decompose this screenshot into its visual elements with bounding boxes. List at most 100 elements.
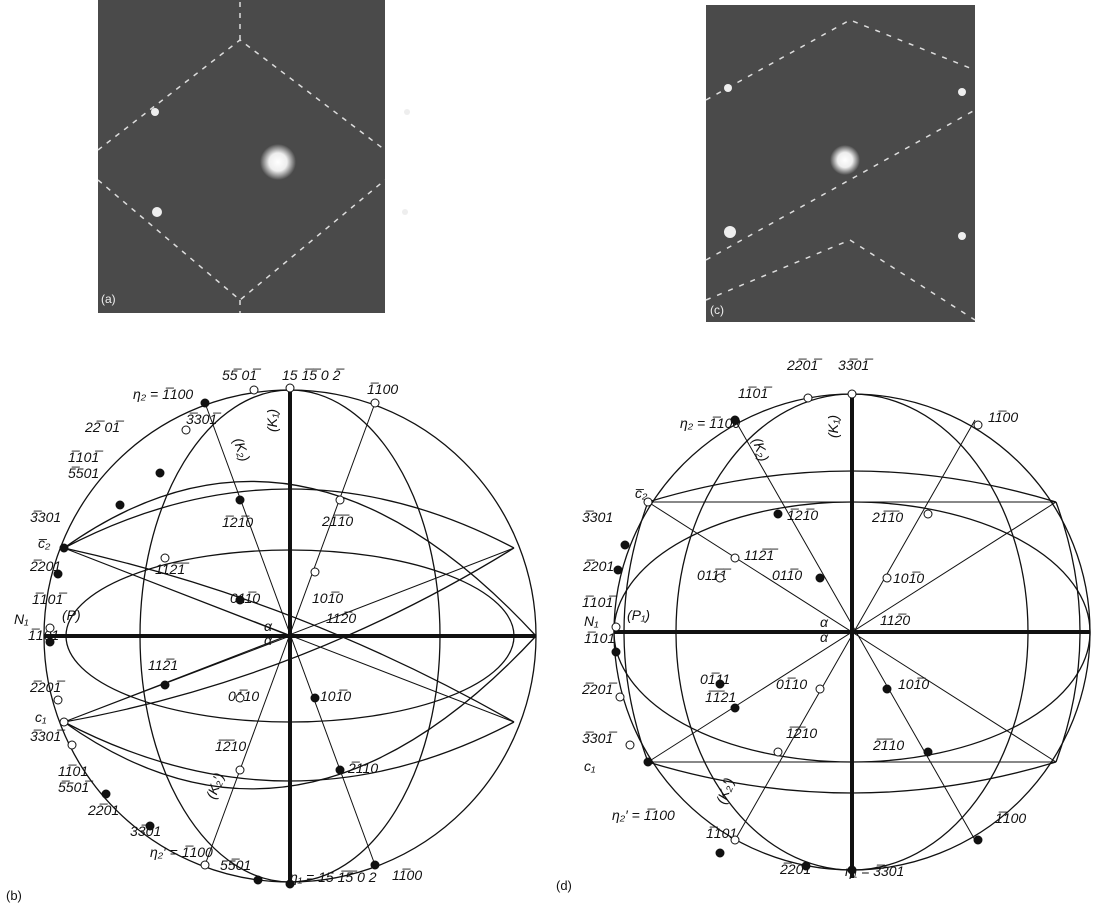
- pole: [336, 496, 344, 504]
- index-label: 2̅110: [347, 760, 378, 776]
- pole: [254, 876, 262, 884]
- pole: [60, 718, 68, 726]
- index-label: 112̅0: [326, 610, 356, 626]
- pole: [883, 685, 891, 693]
- index-label: 55̅ 01̅: [222, 367, 262, 383]
- pole: [236, 496, 244, 504]
- panel-label: (b): [6, 888, 22, 903]
- pole: [182, 426, 190, 434]
- index-label: 33̅01̅: [838, 357, 874, 373]
- index-label: 101̅0: [893, 570, 924, 586]
- pole: [716, 680, 724, 688]
- pole: [201, 399, 209, 407]
- index-label: 011̅0: [230, 590, 260, 606]
- pole: [644, 498, 652, 506]
- pole: [54, 570, 62, 578]
- index-label: 1̅100: [367, 381, 398, 397]
- index-label: 3̅301̅: [186, 411, 222, 427]
- index-label: c̅₂: [38, 535, 51, 551]
- index-label: 1̅2̅10: [786, 725, 817, 741]
- pole: [974, 421, 982, 429]
- index-label: α: [820, 614, 829, 630]
- pole: [731, 416, 739, 424]
- pole: [371, 399, 379, 407]
- index-label: c₁: [35, 709, 47, 725]
- index-label: 1̅100: [995, 810, 1026, 826]
- index-label: α: [820, 629, 829, 645]
- pole: [286, 880, 294, 888]
- index-label: η₂′ = 1̅100: [612, 807, 675, 823]
- index-label: 1̅101̅: [68, 449, 104, 465]
- index-label: 11̅00: [392, 867, 422, 883]
- index-label: 22̅01̅: [786, 357, 823, 373]
- index-label: 011̅1̅: [697, 567, 732, 583]
- photo-label: (c): [710, 303, 724, 317]
- index-label: 1̅21̅0: [222, 514, 253, 530]
- index-label: 22̅ 01̅: [84, 419, 125, 435]
- pole: [716, 849, 724, 857]
- pole: [156, 469, 164, 477]
- pole: [626, 741, 634, 749]
- index-label: 011̅0: [772, 567, 802, 583]
- pole: [974, 836, 982, 844]
- index-label: 11̅01: [58, 763, 88, 779]
- index-label: 3̅301̅: [582, 730, 618, 746]
- index-label: c₁: [584, 758, 596, 774]
- pole: [883, 574, 891, 582]
- photo-a: (a): [98, 0, 410, 313]
- index-label: 1̅101: [584, 630, 615, 646]
- pole: [236, 596, 244, 604]
- pole: [731, 704, 739, 712]
- pole: [236, 694, 244, 702]
- index-label: 11̅01̅: [738, 385, 773, 401]
- pole: [336, 766, 344, 774]
- index-label: 5̅501̅: [58, 779, 94, 795]
- pole: [716, 574, 724, 582]
- pole: [924, 748, 932, 756]
- index-label: 3̅301: [30, 509, 61, 525]
- pole: [804, 394, 812, 402]
- stereogram-b: (b) 55̅ 01̅ 15 1̅5̅ 0 2̅ 1̅100 η₂ = 1̅100 3̅…: [6, 367, 536, 903]
- index-label: (K₂′): [203, 771, 227, 802]
- index-label: 101̅0: [312, 590, 343, 606]
- index-label: 1̅21̅0: [787, 507, 818, 523]
- pole: [924, 510, 932, 518]
- pole: [774, 510, 782, 518]
- pole: [46, 624, 54, 632]
- photo-c: (c): [706, 5, 975, 322]
- index-label: 2̅201: [582, 558, 614, 574]
- pole: [816, 574, 824, 582]
- pole: [731, 836, 739, 844]
- pole: [816, 685, 824, 693]
- index-label: 3̅301: [582, 509, 613, 525]
- index-label: (K₂): [230, 436, 253, 464]
- index-label: 3̅301̅: [30, 728, 66, 744]
- pole: [46, 638, 54, 646]
- index-label: 21̅1̅0: [321, 513, 353, 529]
- index-label: 112̅1̅: [744, 547, 779, 563]
- pole: [731, 554, 739, 562]
- index-label: 112̅1: [148, 657, 178, 673]
- index-label: (P): [62, 607, 81, 623]
- index-label: 55̅01: [220, 857, 251, 873]
- index-label: 1̅101̅: [582, 594, 618, 610]
- index-label: (P₁): [627, 607, 650, 623]
- pole: [161, 554, 169, 562]
- pole: [236, 766, 244, 774]
- index-label: η₂ = 1̅100: [133, 386, 193, 402]
- index-label: 1̅101: [28, 627, 59, 643]
- pole: [311, 694, 319, 702]
- index-label: 1̅2̅10: [215, 738, 246, 754]
- index-label: 11̅00: [988, 409, 1018, 425]
- index-label: 112̅0: [880, 612, 910, 628]
- pole: [60, 544, 68, 552]
- index-label: 15 1̅5̅ 0 2̅: [282, 367, 345, 383]
- index-label: N₁: [584, 613, 599, 629]
- index-label: (K₂): [749, 436, 772, 464]
- pole: [644, 758, 652, 766]
- index-label: 101̅0: [320, 688, 351, 704]
- index-label: 112̅1̅: [155, 561, 190, 577]
- pole: [612, 648, 620, 656]
- pole: [612, 623, 620, 631]
- figure: (a) (c) (b) 55̅ 01̅ 15 1̅5̅ 0 2̅ 1̅100 η₂ =…: [0, 0, 1094, 914]
